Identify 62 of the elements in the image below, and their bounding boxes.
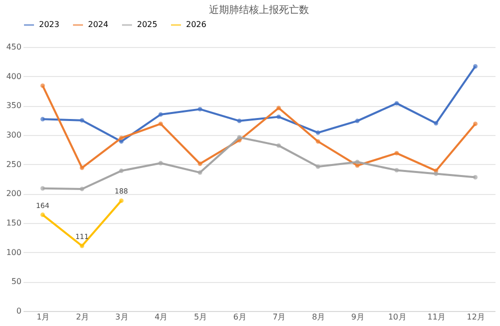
y-tick-label: 150	[6, 218, 22, 228]
x-tick-label: 8月	[312, 312, 326, 322]
point	[394, 150, 399, 156]
point	[473, 122, 478, 126]
x-tick-label: 10月	[388, 312, 406, 322]
legend-label: 2024	[88, 20, 108, 29]
point	[276, 114, 281, 120]
legend-label: 2025	[137, 20, 158, 29]
x-tick-label: 9月	[351, 312, 364, 322]
point	[276, 143, 281, 148]
point	[394, 168, 399, 172]
x-tick-label: 4月	[154, 312, 168, 322]
x-tick-label: 3月	[115, 312, 128, 322]
point	[434, 171, 438, 176]
y-tick-label: 100	[6, 248, 22, 257]
point	[473, 64, 478, 69]
x-tick-label: 2月	[76, 312, 90, 322]
point	[198, 106, 202, 112]
point	[237, 135, 242, 140]
y-tick-label: 200	[6, 189, 22, 198]
point	[316, 164, 320, 169]
legend-label: 2026	[186, 20, 206, 29]
y-tick-label: 50	[11, 277, 22, 286]
point	[355, 160, 360, 164]
point	[119, 198, 124, 203]
point	[198, 162, 202, 166]
point	[40, 116, 45, 122]
y-tick-label: 450	[6, 42, 22, 52]
point	[158, 160, 163, 166]
point	[434, 121, 438, 126]
point	[40, 83, 45, 88]
point	[80, 118, 84, 123]
x-tick-label: 5月	[194, 312, 208, 322]
point	[40, 186, 45, 191]
y-tick-label: 0	[16, 306, 22, 316]
point	[355, 118, 360, 124]
y-tick-label: 300	[6, 130, 22, 140]
point	[316, 139, 320, 144]
chart-title: 近期肺结核上报死亡数	[209, 4, 309, 16]
point	[80, 186, 84, 192]
y-tick-label: 400	[6, 72, 22, 81]
y-tick-label: 250	[6, 160, 22, 169]
point	[40, 212, 45, 218]
point	[119, 168, 124, 174]
point	[473, 175, 478, 180]
x-tick-label: 11月	[427, 312, 446, 322]
point	[80, 244, 84, 248]
point	[276, 106, 281, 110]
point	[237, 118, 242, 124]
point	[119, 136, 124, 140]
point	[80, 166, 84, 170]
point	[158, 122, 163, 126]
point	[158, 112, 163, 117]
legend-label: 2023	[39, 20, 60, 29]
point	[316, 130, 320, 135]
x-tick-label: 12月	[466, 312, 485, 322]
x-tick-label: 6月	[233, 312, 246, 322]
y-tick-label: 350	[6, 101, 22, 110]
x-tick-label: 7月	[272, 312, 286, 322]
x-tick-label: 1月	[36, 312, 50, 322]
point	[198, 170, 202, 175]
point	[394, 101, 399, 106]
